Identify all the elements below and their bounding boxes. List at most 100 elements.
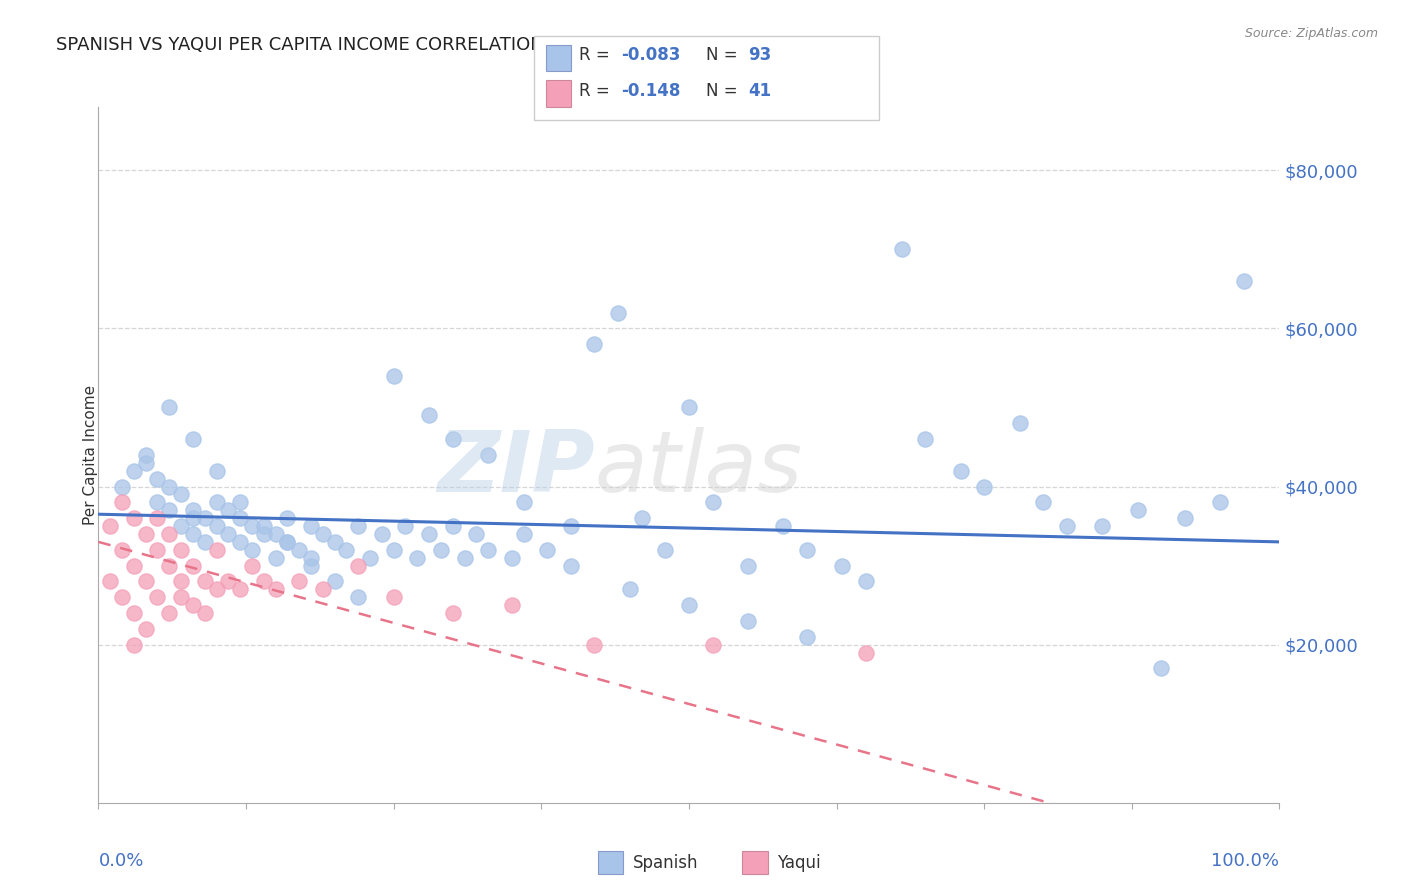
Y-axis label: Per Capita Income: Per Capita Income — [83, 384, 97, 525]
Point — [157, 503, 180, 517]
Point — [276, 535, 298, 549]
Point — [359, 550, 381, 565]
Point — [205, 542, 228, 557]
Point — [299, 519, 322, 533]
Point — [1150, 661, 1173, 675]
Point — [347, 591, 370, 605]
Point — [501, 598, 523, 612]
Text: Source: ZipAtlas.com: Source: ZipAtlas.com — [1244, 27, 1378, 40]
Point — [264, 550, 287, 565]
Point — [430, 542, 453, 557]
Point — [299, 558, 322, 573]
Text: Yaqui: Yaqui — [778, 854, 821, 871]
Point — [583, 337, 606, 351]
Point — [111, 479, 134, 493]
Point — [335, 542, 357, 557]
Point — [371, 527, 394, 541]
Text: R =: R = — [579, 82, 616, 100]
Point — [1008, 417, 1031, 431]
Point — [418, 527, 440, 541]
Point — [382, 368, 405, 383]
Point — [217, 503, 239, 517]
Point — [890, 243, 912, 257]
Point — [205, 582, 228, 597]
Point — [170, 487, 193, 501]
Point — [240, 558, 263, 573]
Point — [264, 527, 287, 541]
Point — [253, 574, 276, 589]
Point — [560, 519, 582, 533]
Point — [276, 535, 298, 549]
Point — [702, 495, 724, 509]
Point — [382, 542, 405, 557]
Point — [122, 638, 145, 652]
Text: 0.0%: 0.0% — [98, 852, 143, 870]
Point — [157, 401, 180, 415]
Text: Spanish: Spanish — [633, 854, 699, 871]
Point — [98, 519, 121, 533]
Point — [914, 432, 936, 446]
Point — [855, 646, 877, 660]
Point — [453, 550, 475, 565]
Point — [1174, 511, 1197, 525]
Point — [181, 503, 204, 517]
Point — [264, 582, 287, 597]
Text: -0.148: -0.148 — [621, 82, 681, 100]
Text: N =: N = — [706, 82, 742, 100]
Point — [146, 472, 169, 486]
Point — [382, 591, 405, 605]
Text: -0.083: -0.083 — [621, 46, 681, 64]
Point — [217, 527, 239, 541]
Point — [111, 495, 134, 509]
Point — [98, 574, 121, 589]
Point — [619, 582, 641, 597]
Point — [170, 574, 193, 589]
Point — [772, 519, 794, 533]
Point — [299, 550, 322, 565]
Point — [229, 582, 252, 597]
Point — [1056, 519, 1078, 533]
Point — [229, 495, 252, 509]
Point — [796, 542, 818, 557]
Point — [170, 591, 193, 605]
Point — [181, 558, 204, 573]
Text: 93: 93 — [748, 46, 772, 64]
Point — [583, 638, 606, 652]
Point — [536, 542, 558, 557]
Point — [157, 558, 180, 573]
Point — [312, 582, 335, 597]
Point — [146, 542, 169, 557]
Point — [465, 527, 488, 541]
Text: N =: N = — [706, 46, 742, 64]
Point — [205, 464, 228, 478]
Point — [737, 558, 759, 573]
Point — [347, 519, 370, 533]
Point — [146, 495, 169, 509]
Point — [135, 574, 157, 589]
Point — [1233, 274, 1256, 288]
Point — [796, 630, 818, 644]
Point — [855, 574, 877, 589]
Point — [973, 479, 995, 493]
Point — [146, 511, 169, 525]
Point — [122, 606, 145, 620]
Point — [157, 606, 180, 620]
Point — [347, 558, 370, 573]
Text: atlas: atlas — [595, 427, 803, 510]
Text: R =: R = — [579, 46, 616, 64]
Point — [678, 401, 700, 415]
Point — [253, 527, 276, 541]
Point — [229, 511, 252, 525]
Point — [477, 448, 499, 462]
Point — [240, 542, 263, 557]
Point — [949, 464, 972, 478]
Point — [157, 479, 180, 493]
Point — [441, 519, 464, 533]
Point — [1126, 503, 1149, 517]
Point — [194, 574, 217, 589]
Point — [406, 550, 429, 565]
Point — [170, 519, 193, 533]
Point — [135, 448, 157, 462]
Point — [135, 527, 157, 541]
Point — [181, 598, 204, 612]
